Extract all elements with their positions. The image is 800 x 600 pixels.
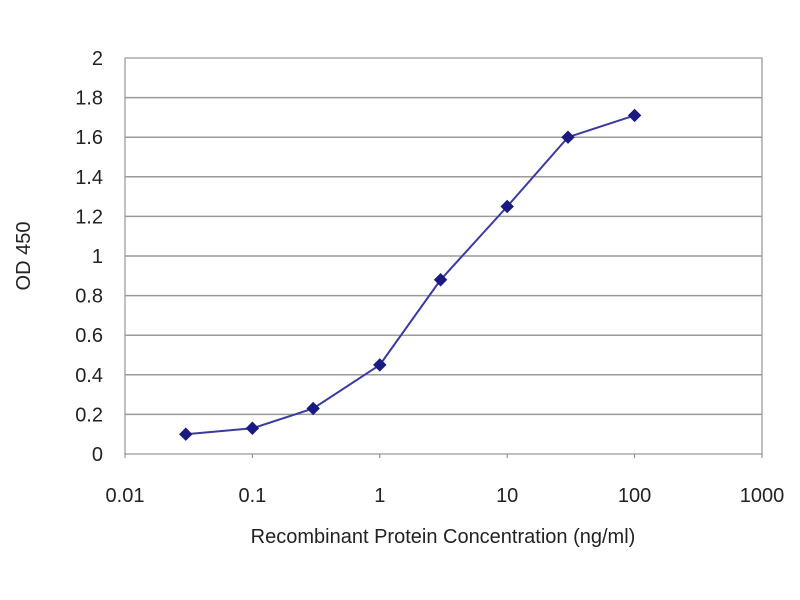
data-point <box>245 421 260 435</box>
x-tick-label: 0.01 <box>106 485 145 507</box>
x-tick-label: 1 <box>374 485 385 507</box>
y-tick-label: 2 <box>92 48 103 70</box>
x-axis-ticks: 0.01 0.1 1 10 100 1000 <box>106 454 785 507</box>
data-point <box>306 401 320 416</box>
x-axis-label: Recombinant Protein Concentration (ng/ml… <box>251 526 636 548</box>
data-point <box>179 427 193 441</box>
x-tick-label: 100 <box>618 485 651 507</box>
y-tick-label: 1.8 <box>75 88 103 110</box>
y-tick-label: 1.2 <box>75 206 103 228</box>
data-point <box>561 130 575 144</box>
series-line <box>185 114 635 436</box>
y-axis-label: OD 450 <box>13 222 35 291</box>
data-point <box>627 108 642 123</box>
y-axis-ticks: 0 0.2 0.4 0.6 0.8 1 1.2 1.4 1.6 1.8 2 <box>75 48 103 466</box>
y-tick-label: 1.6 <box>75 127 103 149</box>
y-tick-label: 0 <box>92 444 103 466</box>
data-point <box>500 199 514 214</box>
data-point <box>433 273 448 287</box>
x-tick-label: 0.1 <box>238 485 266 507</box>
y-tick-label: 0.8 <box>75 286 103 308</box>
series-group <box>179 108 642 441</box>
y-tick-label: 1.4 <box>75 167 103 189</box>
grid-lines <box>125 96 762 416</box>
y-tick-label: 1 <box>92 246 103 268</box>
x-tick-label: 1000 <box>740 485 785 507</box>
data-point <box>373 358 387 372</box>
y-tick-label: 0.2 <box>75 404 103 426</box>
y-tick-label: 0.6 <box>75 325 103 347</box>
x-tick-label: 10 <box>496 485 518 507</box>
y-tick-label: 0.4 <box>75 365 103 387</box>
